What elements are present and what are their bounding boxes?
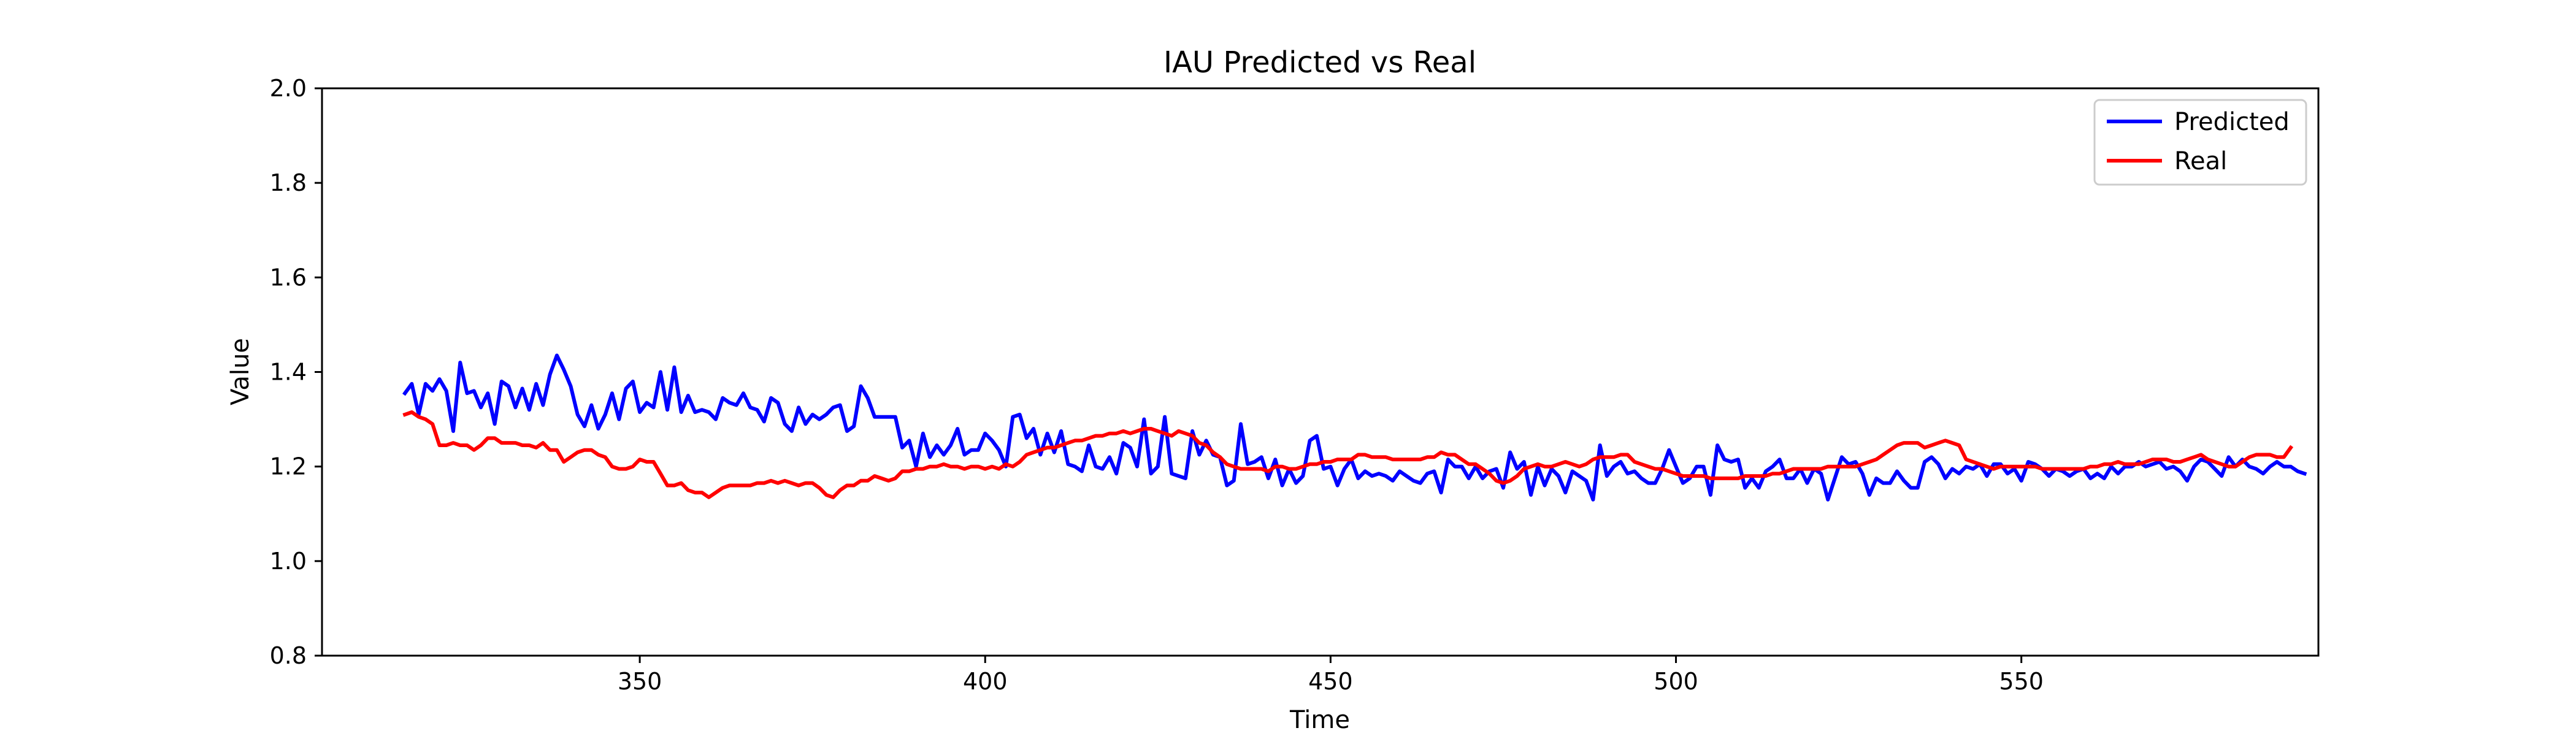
ticks-layer: 350 400 450 500 550 0.8 1.0 1.2 1.4 1.6 1.8 2.0 — [270, 75, 2044, 695]
y-tick-label: 1.4 — [270, 359, 307, 386]
y-tick-label: 2.0 — [270, 75, 307, 102]
y-tick-label: 0.8 — [270, 642, 307, 669]
y-tick-label: 1.6 — [270, 264, 307, 291]
x-axis-label: Time — [1289, 706, 1350, 734]
legend-label-predicted: Predicted — [2174, 108, 2290, 136]
series-line-real — [402, 410, 2294, 499]
x-tick-label: 400 — [963, 668, 1008, 695]
x-tick-label: 450 — [1308, 668, 1353, 695]
legend-label-real: Real — [2174, 147, 2227, 175]
plot-frame — [321, 87, 2320, 657]
y-axis-label: Value — [226, 338, 255, 405]
x-tick-label: 350 — [618, 668, 662, 695]
legend: Predicted Real — [2093, 99, 2307, 186]
y-tick-label: 1.8 — [270, 169, 307, 196]
series-layer — [402, 353, 2307, 502]
y-tick-label: 1.0 — [270, 548, 307, 575]
chart-title: IAU Predicted vs Real — [1163, 45, 1476, 80]
series-line-predicted — [402, 353, 2307, 502]
x-tick-label: 550 — [1999, 668, 2044, 695]
y-tick-label: 1.2 — [270, 453, 307, 480]
x-tick-label: 500 — [1654, 668, 1698, 695]
